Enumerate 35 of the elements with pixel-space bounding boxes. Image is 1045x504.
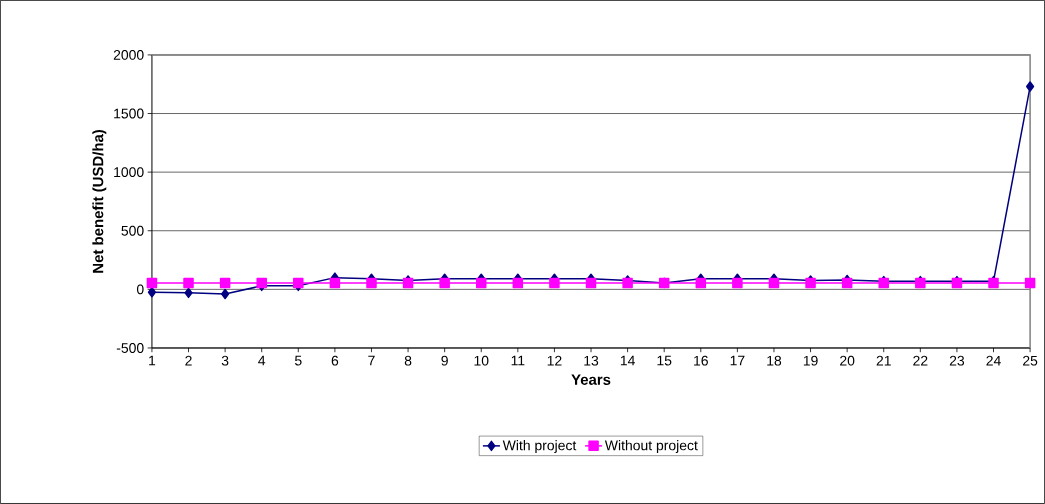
x-tick-label: 7 [368,355,375,366]
x-tick-label: 12 [547,355,562,366]
x-tick-label: 25 [1023,355,1038,366]
x-tick-label: 2 [185,355,192,366]
x-tick-label: 1 [149,355,156,366]
x-tick-label: 11 [511,355,525,366]
x-tick-label: 9 [441,355,448,366]
x-tick-label: 3 [221,355,229,366]
y-tick-label: 2000 [113,50,144,60]
x-tick-label: 4 [258,355,266,366]
x-tick-label: 13 [584,355,599,366]
x-tick-label: 21 [876,355,891,366]
y-tick-label: 1500 [114,108,144,119]
x-tick-label: 10 [474,355,489,366]
x-tick-label: 15 [657,355,672,366]
legend-label: Without project [604,440,698,454]
y-tick-label: 1000 [114,167,144,178]
x-tick-label: 18 [767,355,782,366]
x-tick-label: 24 [986,355,1001,366]
x-tick-label: 17 [730,355,745,366]
x-tick-label: 5 [294,355,302,366]
y-axis-title: Net benefit (USD/ha) [92,129,107,273]
x-tick-label: 6 [331,355,339,366]
y-tick-label: 0 [136,284,144,295]
x-tick-label: 16 [694,355,708,366]
legend-label: With project [502,440,577,454]
x-tick-label: 14 [620,355,635,366]
y-tick-label: -500 [116,343,144,353]
x-tick-label: 19 [803,355,818,366]
x-tick-label: 8 [404,355,412,366]
y-tick-label: 500 [121,225,144,236]
x-tick-label: 20 [840,355,855,366]
x-tick-label: 22 [913,355,928,366]
x-tick-label: 23 [949,355,965,366]
x-axis-title: Years [571,374,611,385]
